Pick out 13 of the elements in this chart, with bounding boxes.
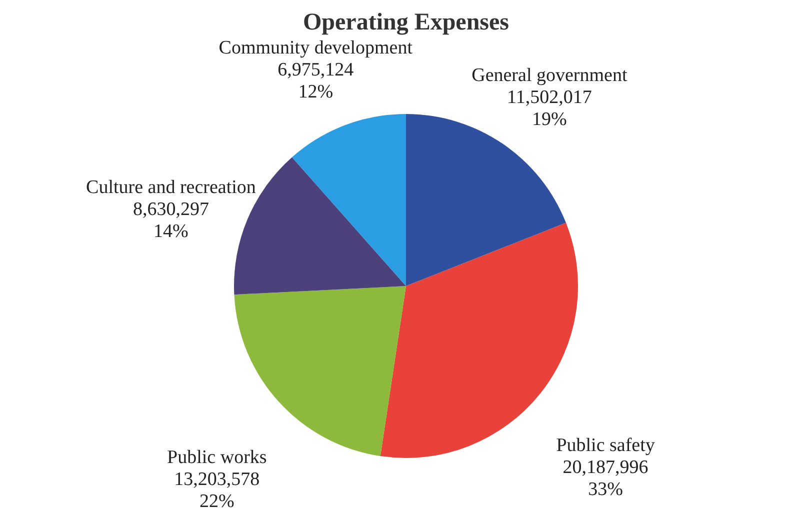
chart-title: Operating Expenses xyxy=(302,10,510,36)
pie-slice xyxy=(406,114,566,286)
slice-label: Public safety xyxy=(556,434,656,456)
slice-label: General government xyxy=(472,65,628,86)
slice-label: Public works xyxy=(167,447,267,468)
slice-label: Community development xyxy=(218,38,414,59)
data-label: 6,975,124 12% xyxy=(278,60,354,103)
pie-slice xyxy=(292,114,406,286)
data-label: 20,187,996 33% xyxy=(562,456,648,500)
data-label: 11,502,017 19% xyxy=(507,87,592,130)
data-label: 8,630,297 14% xyxy=(132,199,209,242)
slice-label: Culture and recreation xyxy=(86,177,256,198)
data-label: 13,203,578 22% xyxy=(174,469,260,512)
